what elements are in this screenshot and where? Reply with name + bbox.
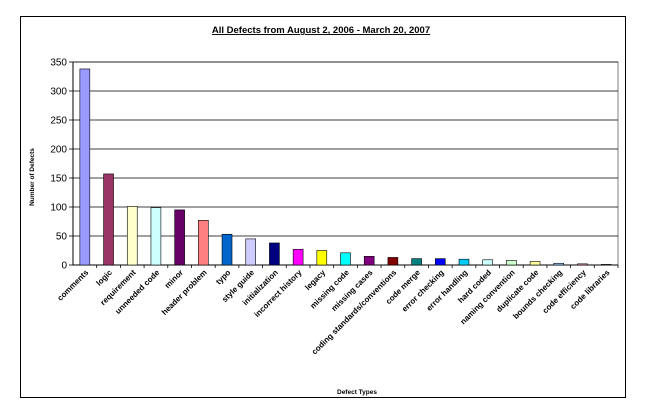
bar [529,261,541,266]
bar [458,258,470,266]
bar [600,264,612,266]
x-tick-label: unneeded code [113,268,161,316]
bars [79,68,612,266]
bar [435,258,446,266]
bar [506,260,517,266]
y-tick-label: 300 [50,87,67,98]
y-tick-label: 350 [50,58,67,69]
chart-frame: All Defects from August 2, 2006 - March … [20,16,626,398]
bar [245,238,256,266]
bar [316,250,328,266]
bar [577,263,588,266]
y-axis-title: Number of Defects [29,148,36,206]
bar [79,68,91,266]
bar [221,233,233,266]
plot-area [72,61,619,266]
y-tick-label: 150 [50,174,67,185]
bar [150,207,162,266]
bar-chart: All Defects from August 2, 2006 - March … [29,25,619,396]
x-tick-label: minor [163,268,185,290]
y-tick-label: 250 [50,116,67,127]
bar [292,249,304,266]
y-tick-label: 100 [50,203,67,214]
bar [126,206,138,266]
bar [363,256,375,266]
bar [269,242,280,266]
chart-title: All Defects from August 2, 2006 - March … [212,25,430,36]
y-tick-label: 50 [56,232,68,243]
x-tick-label: header problem [160,268,209,317]
bar [387,257,399,266]
gridlines [69,61,619,266]
bar [103,173,114,266]
x-tick-label: comments [56,268,91,303]
y-tick-label: 200 [50,145,67,156]
x-tick-label: missing cases [330,268,375,313]
bar [340,252,351,266]
x-tick-label: logic [94,268,114,288]
y-tick-label: 0 [61,261,67,272]
x-tick-label: typo [214,268,232,286]
y-tick-labels: 0 50 100 150 200 250 300 350 [50,58,67,272]
bar [482,259,493,266]
x-axis-title: Defect Types [337,389,377,396]
bar [411,258,422,266]
bar [198,220,209,266]
bar [553,262,565,266]
bar [174,209,185,266]
